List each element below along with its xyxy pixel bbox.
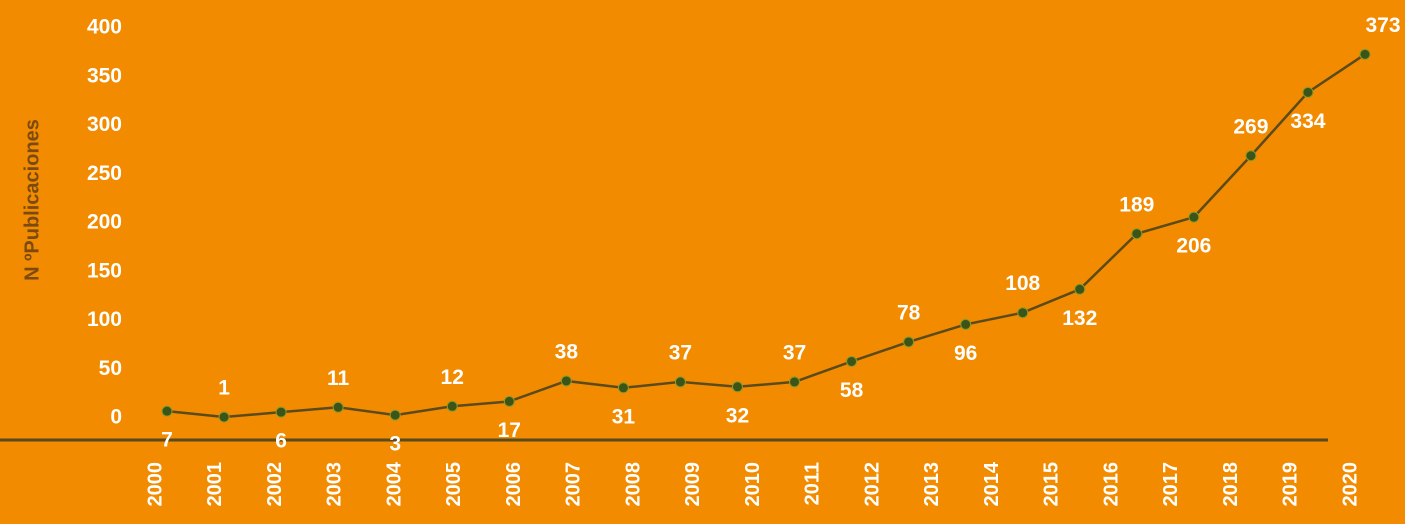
x-tick-label: 2002 — [264, 462, 286, 507]
point — [617, 382, 629, 394]
y-tick-label: 250 — [87, 162, 122, 185]
point — [789, 376, 801, 388]
data-label: 11 — [327, 367, 350, 390]
data-label: 6 — [275, 430, 287, 453]
point — [674, 376, 686, 388]
data-label: 132 — [1062, 307, 1097, 330]
data-label: 37 — [783, 341, 806, 364]
data-label: 206 — [1176, 235, 1211, 258]
data-label: 1 — [218, 377, 230, 400]
y-tick-label: 400 — [87, 16, 122, 39]
point — [1302, 86, 1314, 98]
x-tick-label: 2004 — [383, 461, 405, 506]
point — [1074, 283, 1086, 295]
data-label: 7 — [161, 429, 173, 452]
data-label: 38 — [555, 340, 579, 363]
data-label: 32 — [726, 404, 749, 427]
point — [903, 336, 915, 348]
data-label: 3 — [389, 433, 401, 456]
x-tick-label: 2019 — [1280, 462, 1302, 507]
data-label: 78 — [897, 301, 921, 324]
data-label: 12 — [441, 366, 464, 389]
y-tick-label: 50 — [99, 357, 122, 380]
point — [446, 400, 458, 412]
data-label: 37 — [669, 341, 692, 364]
data-label: 108 — [1005, 272, 1040, 295]
x-tick-label: 2000 — [144, 462, 166, 507]
data-label: 17 — [498, 419, 521, 442]
line — [166, 53, 1366, 419]
y-tick-label: 150 — [87, 259, 122, 282]
point — [1188, 211, 1200, 223]
point — [275, 406, 287, 418]
x-tick-label: 2015 — [1041, 462, 1063, 507]
x-tick-label: 2012 — [861, 462, 883, 507]
x-tick-label: 2008 — [622, 462, 644, 507]
point — [1017, 307, 1029, 319]
point — [1359, 48, 1371, 60]
x-tick-label: 2014 — [981, 461, 1003, 506]
x-tick-label: 2018 — [1220, 462, 1242, 507]
x-tick-label: 2009 — [682, 462, 704, 507]
x-tick-label: 2003 — [324, 462, 346, 507]
y-tick-label: 100 — [87, 308, 122, 331]
y-axis-label: N ºPublicaciones — [21, 119, 43, 281]
x-tick-label: 2020 — [1339, 462, 1361, 507]
point — [560, 375, 572, 387]
x-tick-label: 2007 — [563, 462, 585, 507]
point — [1245, 150, 1257, 162]
y-tick-label: 200 — [87, 211, 122, 234]
y-tick-label: 300 — [87, 113, 122, 136]
point — [960, 318, 972, 330]
point — [161, 405, 173, 417]
point — [846, 355, 858, 367]
data-label: 334 — [1290, 110, 1325, 133]
x-tick-label: 2011 — [802, 462, 824, 505]
data-label: 96 — [954, 342, 977, 365]
x-tick-label: 2017 — [1160, 462, 1182, 507]
x-tick-label: 2005 — [443, 462, 465, 507]
point — [218, 411, 230, 423]
x-tick-label: 2016 — [1100, 462, 1122, 507]
data-label: 58 — [840, 379, 864, 402]
point — [332, 401, 344, 413]
x-tick-label: 2010 — [742, 462, 764, 507]
y-tick-label: 0 — [110, 406, 122, 429]
point — [503, 395, 515, 407]
data-label: 373 — [1365, 14, 1400, 37]
point — [731, 381, 743, 393]
y-tick-label: 350 — [87, 64, 122, 87]
point — [1131, 228, 1143, 240]
data-label: 31 — [612, 405, 636, 428]
data-label: 189 — [1119, 193, 1154, 216]
x-tick-label: 2013 — [921, 462, 943, 507]
x-tick-label: 2001 — [204, 462, 226, 507]
point — [389, 409, 401, 421]
x-tick-label: 2006 — [503, 462, 525, 507]
data-label: 269 — [1233, 115, 1268, 138]
